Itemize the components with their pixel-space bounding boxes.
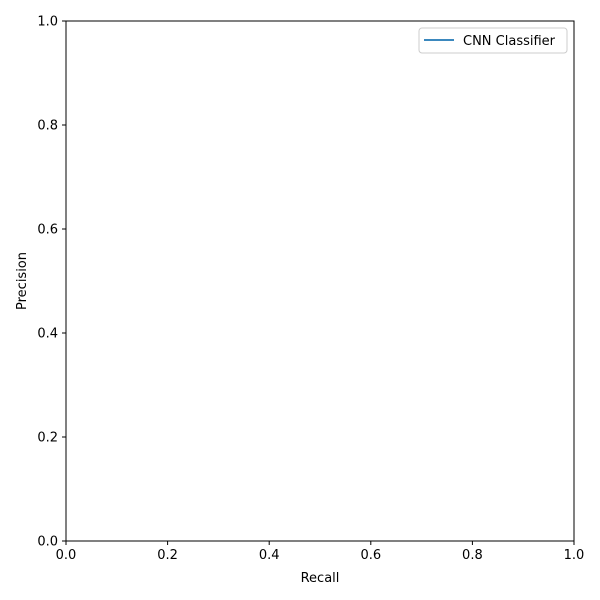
y-tick-label: 0.4	[37, 327, 58, 342]
y-tick-label: 0.2	[37, 431, 58, 446]
x-axis-label: Recall	[301, 571, 340, 586]
legend: CNN Classifier	[418, 27, 568, 54]
plot-frame	[65, 20, 575, 542]
legend-label: CNN Classifier	[463, 34, 556, 49]
x-tick-label: 0.4	[259, 548, 280, 563]
x-tick-label: 0.8	[462, 548, 483, 563]
x-tick-label: 0.6	[360, 548, 381, 563]
y-tick-label: 1.0	[37, 15, 58, 30]
y-tick-label: 0.6	[37, 223, 58, 238]
y-axis-ticks: 0.0 0.2 0.4 0.6 0.8 1.0	[37, 15, 66, 550]
x-axis-ticks: 0.0 0.2 0.4 0.6 0.8 1.0	[56, 541, 585, 563]
x-tick-label: 0.2	[157, 548, 178, 563]
y-tick-label: 0.0	[37, 535, 58, 550]
legend-box	[418, 27, 568, 54]
y-axis-label: Precision	[15, 252, 30, 310]
x-tick-label: 0.0	[56, 548, 77, 563]
y-tick-label: 0.8	[37, 119, 58, 134]
x-tick-label: 1.0	[564, 548, 585, 563]
